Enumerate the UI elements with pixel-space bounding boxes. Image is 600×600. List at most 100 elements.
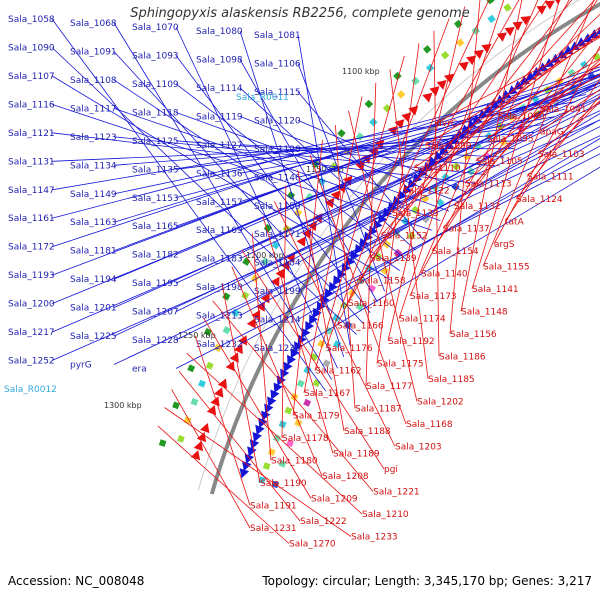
forward-gene-connector <box>51 75 393 282</box>
reverse-gene-connector <box>398 0 505 319</box>
reverse-gene-connector <box>376 43 420 364</box>
forward-gene-label: Sala_1200 <box>8 300 55 310</box>
forward-gene-label: Sala_1134 <box>70 161 117 171</box>
reverse-gene-label: pgi <box>384 465 398 475</box>
genome-backbone <box>209 1 600 495</box>
reverse-gene-arrow <box>229 352 239 363</box>
forward-gene-label: Sala_1172 <box>8 243 55 253</box>
cog-block-reverse <box>222 326 231 335</box>
forward-gene-connector <box>239 76 600 231</box>
reverse-gene-connector <box>413 33 600 169</box>
reverse-gene-connector <box>303 96 363 394</box>
cog-block-forward <box>267 448 276 456</box>
reverse-gene-label: Sala_1180 <box>271 457 318 467</box>
reverse-gene-arrow <box>193 441 204 452</box>
forward-gene-arrow <box>345 256 355 267</box>
reverse-gene-connector <box>442 28 600 229</box>
forward-gene-label: Sala_1119 <box>196 112 243 122</box>
cog-block-forward <box>284 406 293 415</box>
cog-block-reverse <box>250 274 260 283</box>
cog-block-forward <box>451 162 461 171</box>
reverse-gene-label: Sala_1103 <box>538 150 585 160</box>
forward-gene-label: Sala_1153 <box>132 194 179 204</box>
reverse-gene-label: Sala_1222 <box>300 517 347 527</box>
cog-block-forward <box>296 379 305 388</box>
reverse-gene-arrow <box>296 236 306 247</box>
cog-block-forward-inner <box>303 398 312 407</box>
cog-block-forward <box>317 339 326 348</box>
reverse-gene-connector <box>262 217 334 454</box>
reverse-gene-label: Sala_1208 <box>322 472 369 482</box>
reverse-gene-arrow <box>307 220 317 232</box>
forward-gene-label: Sala_1184 <box>254 259 301 269</box>
reverse-gene-label: Sala_1209 <box>311 495 358 505</box>
reverse-gene-connector <box>449 0 481 335</box>
forward-gene-connector <box>113 51 364 324</box>
reverse-gene-label: Sala_1187 <box>355 405 402 415</box>
cog-block-forward-inner <box>355 302 364 311</box>
reverse-gene-label: Sala_1162 <box>315 367 362 377</box>
reverse-gene-connector <box>460 0 523 312</box>
reverse-gene-label: Sala_1188 <box>344 427 391 437</box>
reverse-gene-arrow <box>458 61 469 72</box>
cog-block-forward-inner <box>286 439 294 448</box>
forward-gene-connector <box>51 79 600 304</box>
rna-gene-label: Sala_R0012 <box>4 385 57 395</box>
cog-block-reverse <box>205 361 214 370</box>
reverse-gene-connector <box>369 0 573 259</box>
gc-skew-mark <box>364 99 374 109</box>
reverse-gene-connector <box>336 0 490 326</box>
forward-gene-connector <box>239 119 600 316</box>
reverse-gene-connector <box>241 249 385 470</box>
cog-block-reverse <box>261 257 270 266</box>
cog-block-reverse <box>198 379 206 388</box>
forward-gene-label: Sala_1115 <box>254 88 301 98</box>
forward-gene-connector <box>297 81 600 207</box>
reverse-gene-connector <box>231 266 323 477</box>
reverse-gene-arrow <box>520 16 531 26</box>
reverse-gene-label: Sala_1148 <box>461 308 508 318</box>
forward-gene-connector <box>113 135 600 365</box>
reverse-gene-connector <box>212 300 374 492</box>
accession-text: Accession: NC_008048 <box>8 574 145 588</box>
reverse-gene-connector <box>348 110 418 402</box>
reverse-gene-connector <box>171 389 251 529</box>
reverse-gene-label: Sala_1173 <box>410 292 457 302</box>
reverse-gene-arrow <box>394 119 405 129</box>
reverse-gene-label: Sala_1095 <box>487 135 534 145</box>
gc-skew-mark <box>337 129 346 138</box>
cog-block-forward <box>339 301 349 310</box>
reverse-gene-arrow <box>422 92 433 103</box>
reverse-gene-label: Sala_1132 <box>454 202 501 212</box>
cog-block-forward <box>364 264 374 273</box>
reverse-gene-label: Sala_1179 <box>293 412 340 422</box>
forward-gene-arrow <box>255 424 265 435</box>
reverse-gene-arrow <box>330 190 341 201</box>
cog-block-forward-inner <box>436 198 445 208</box>
kbp-tick-label: 1100 kbp <box>342 67 380 76</box>
forward-gene-label: Sala_1225 <box>70 332 117 342</box>
forward-gene-arrow <box>333 275 343 286</box>
forward-gene-label: Sala_1107 <box>8 72 55 82</box>
forward-gene-label: Sala_1091 <box>70 48 117 58</box>
reverse-gene-connector <box>178 370 301 522</box>
forward-gene-connector <box>239 59 378 303</box>
forward-gene-arrow <box>290 348 300 359</box>
forward-gene-label: Sala_1147 <box>8 186 55 196</box>
cog-block-reverse <box>355 132 365 141</box>
forward-gene-label: Sala_1128 <box>254 145 301 155</box>
gc-skew-mark <box>158 439 167 447</box>
cog-block-reverse <box>396 90 406 99</box>
forward-gene-connector <box>297 81 600 235</box>
forward-gene-label: Sala_1163 <box>70 218 117 228</box>
forward-gene-arrow <box>276 375 286 386</box>
forward-gene-connector <box>51 75 600 219</box>
forward-gene-label: Sala_1127 <box>196 141 243 151</box>
cog-block-reverse <box>487 14 496 24</box>
forward-gene-label: Sala_1149 <box>70 190 117 200</box>
reverse-gene-connector <box>431 0 598 252</box>
cog-block-forward <box>420 194 430 203</box>
gc-skew-mark <box>203 327 212 337</box>
forward-gene-label: Sala_1131 <box>8 157 55 167</box>
reverse-gene-arrow <box>238 335 247 346</box>
